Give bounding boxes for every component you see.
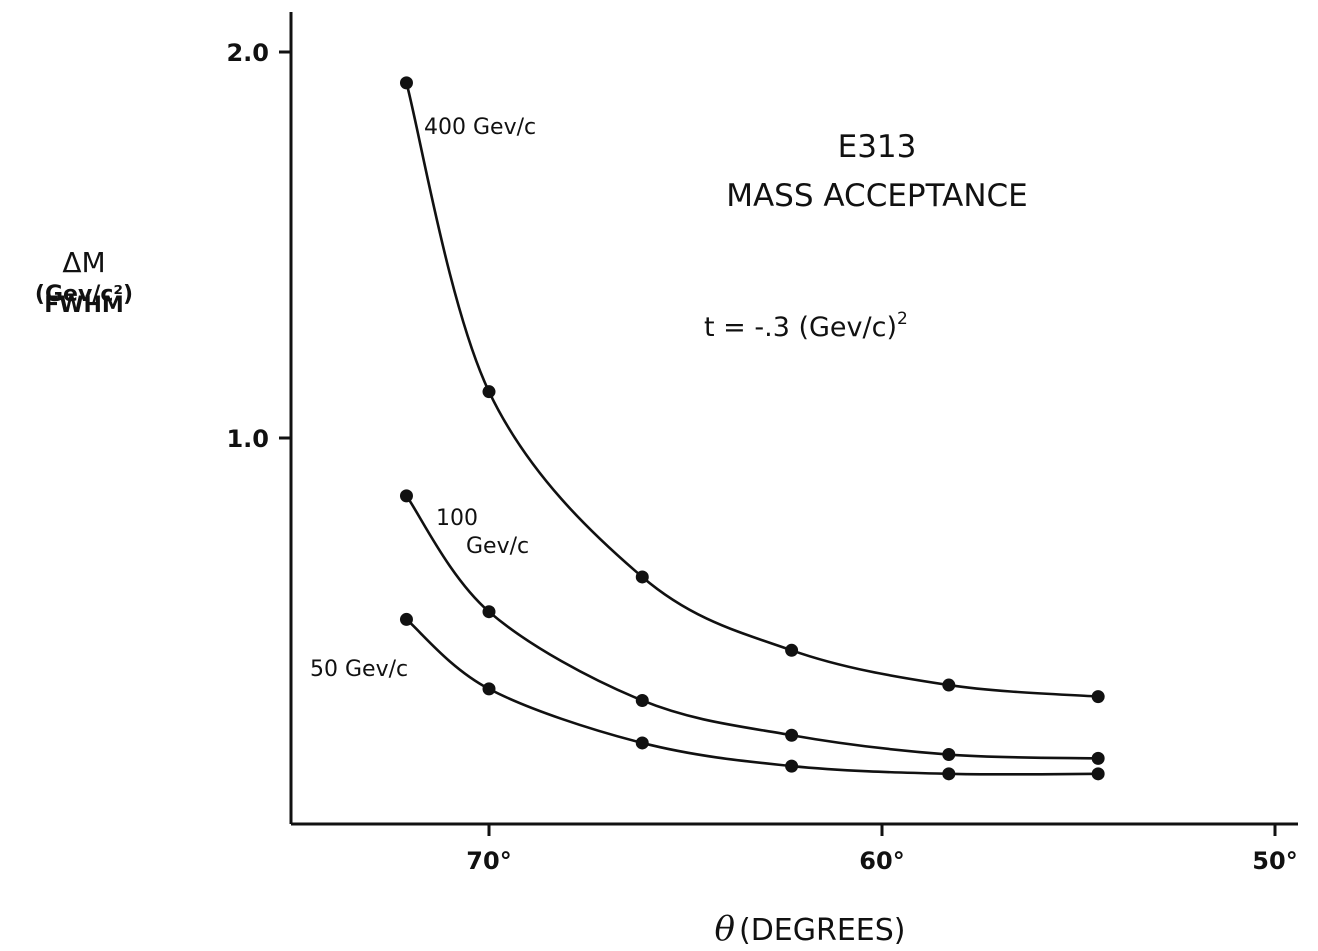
series-0: 400 Gev/c: [399, 76, 1105, 704]
data-point-1-5: [1091, 751, 1105, 765]
data-point-1-3: [785, 728, 799, 742]
axis-ticks: 70° 60° 50° 1.0 2.0: [226, 39, 1297, 875]
data-point-1-0: [399, 489, 413, 503]
data-point-0-0: [399, 76, 413, 90]
y-tick-label-0: 1.0: [226, 425, 269, 453]
data-point-0-2: [635, 570, 649, 584]
data-point-2-4: [942, 767, 956, 781]
series-line-2: [405, 618, 1099, 776]
series-label-1-a: 100: [436, 506, 478, 531]
x-axis-symbol: θ: [715, 909, 735, 949]
data-point-2-1: [482, 682, 496, 696]
series-2: 50 Gev/c: [310, 612, 1105, 781]
x-axis-title: θ (DEGREES): [715, 909, 906, 949]
data-point-2-5: [1091, 767, 1105, 781]
series-label-1-b: Gev/c: [466, 534, 529, 559]
x-tick-label-0: 70°: [466, 847, 511, 875]
data-point-2-0: [399, 612, 413, 626]
annotation-main: t = -.3 (Gev/c): [704, 312, 897, 343]
data-point-2-2: [635, 736, 649, 750]
chart-title: E313: [838, 129, 917, 165]
x-tick-label-2: 50°: [1252, 847, 1297, 875]
series-layer: 400 Gev/c 100 Gev/c 50 Gev/c: [310, 76, 1105, 781]
y-axis-quantity: FWHM: [44, 293, 124, 318]
data-point-0-1: [482, 385, 496, 399]
chart-annotation: t = -.3 (Gev/c)2: [704, 309, 908, 343]
data-point-1-4: [942, 748, 956, 762]
x-tick-label-1: 60°: [859, 847, 904, 875]
y-axis-symbol: ΔM: [62, 246, 105, 279]
y-tick-label-1: 2.0: [226, 39, 269, 67]
series-1: 100 Gev/c: [399, 489, 1105, 765]
series-line-1: [405, 495, 1099, 760]
series-label-2: 50 Gev/c: [310, 657, 408, 682]
series-label-0: 400 Gev/c: [424, 115, 536, 140]
data-point-2-3: [785, 759, 799, 773]
series-line-0: [405, 82, 1099, 698]
data-point-1-1: [482, 605, 496, 619]
y-axis-units: (Gev/c²): [35, 282, 133, 307]
data-point-0-4: [942, 678, 956, 692]
data-point-0-5: [1091, 690, 1105, 704]
data-point-0-3: [785, 643, 799, 657]
data-point-1-2: [635, 693, 649, 707]
annotation-superscript: 2: [897, 309, 908, 329]
x-axis-label: (DEGREES): [739, 913, 906, 948]
chart-subtitle: MASS ACCEPTANCE: [726, 178, 1028, 214]
